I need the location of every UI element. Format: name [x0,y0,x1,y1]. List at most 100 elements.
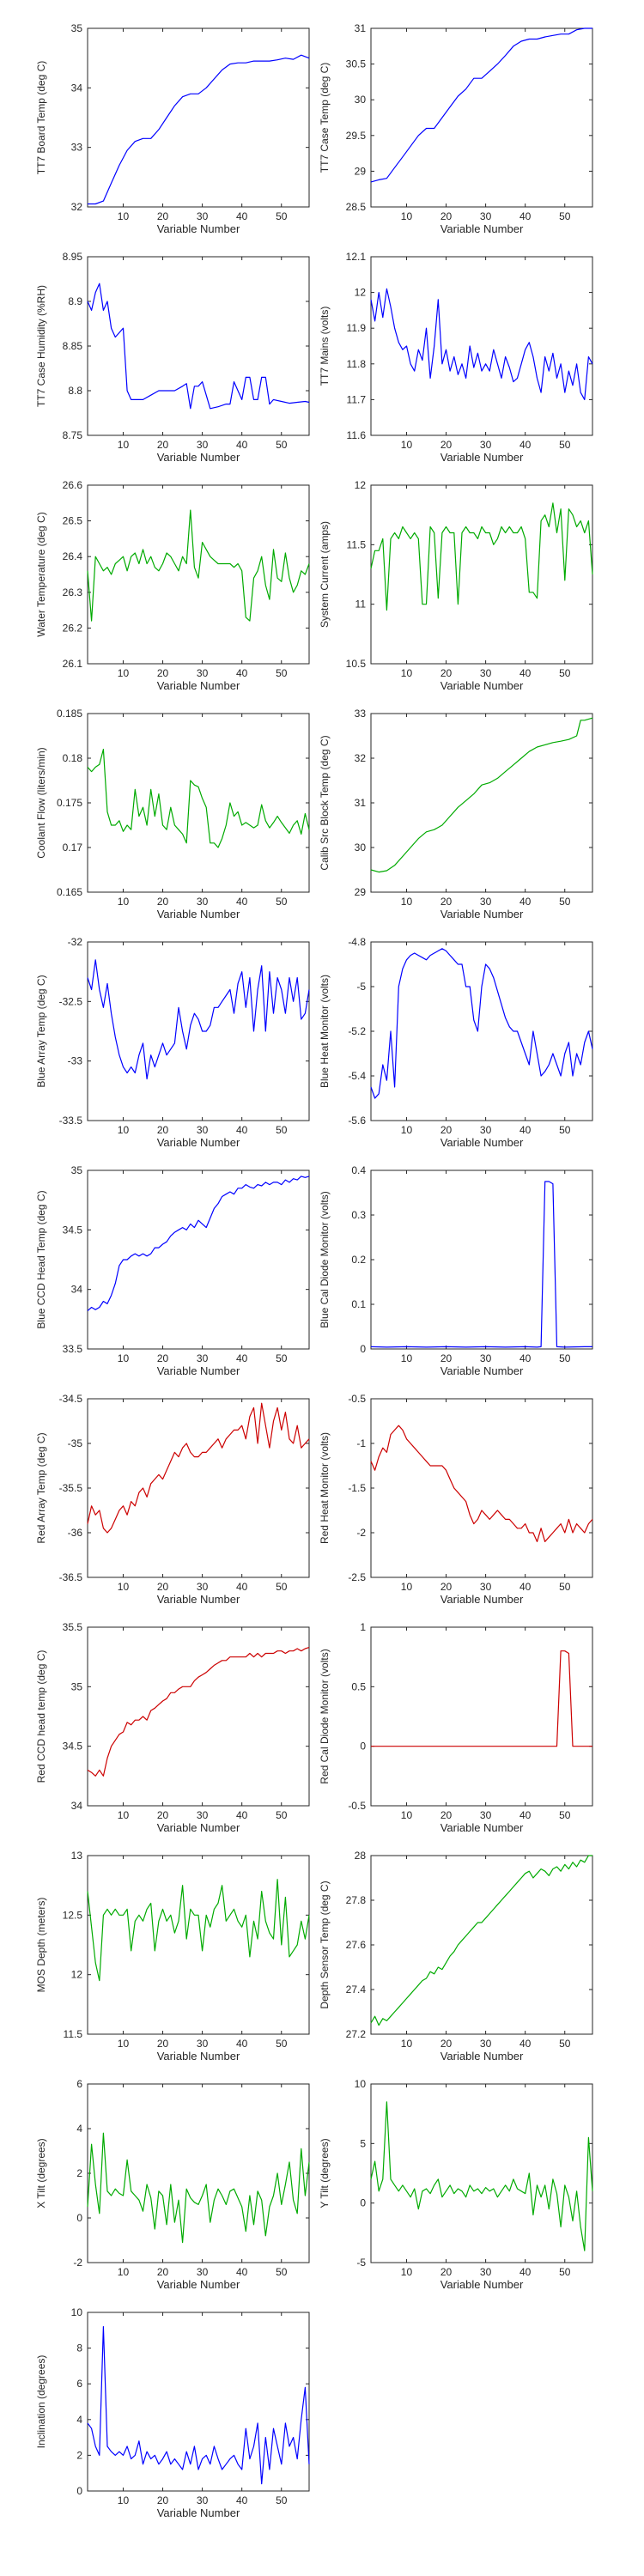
x-tick-label: 20 [440,896,453,908]
x-axis-label: Variable Number [440,679,524,692]
y-tick-label: 12 [71,1969,83,1981]
x-axis-label: Variable Number [157,1593,240,1606]
x-axis-label: Variable Number [157,2506,240,2519]
x-tick-label: 20 [440,1124,453,1136]
x-tick-label: 10 [118,1581,130,1593]
y-axis-label: Red Cal Diode Monitor (volts) [319,1649,331,1783]
chart-panel-9: 10 20 30 40 50 -33.5 -33 -32.5 -32 Variable Numbe… [35,936,310,1149]
x-axis-label: Variable Number [440,1364,524,1377]
x-tick-label: 50 [276,210,288,222]
x-tick-label: 10 [401,2038,413,2050]
x-tick-label: 20 [440,1809,453,1821]
x-tick-label: 30 [480,1352,492,1364]
x-tick-label: 20 [157,210,169,222]
y-axis-label: TT7 Case Humidity (%RH) [35,285,47,407]
y-tick-label: 0 [360,2197,366,2209]
x-tick-label: 20 [157,667,169,679]
y-tick-label: 0.18 [63,752,83,764]
x-tick-label: 40 [236,2038,248,2050]
x-tick-label: 10 [401,2266,413,2278]
x-tick-label: 30 [197,1352,209,1364]
series-line-1 [87,1879,310,1982]
plot-frame [370,1626,593,1807]
x-tick-label: 20 [157,1809,169,1821]
chart-panel-6: 10 20 30 40 50 10.5 11 11.5 12 Variable Number Sys… [319,479,593,692]
y-tick-label: 10 [71,2306,83,2318]
x-tick-label: 50 [559,2038,571,2050]
x-tick-label: 10 [401,210,413,222]
y-tick-label: 0.4 [351,1164,366,1176]
y-tick-label: 26.5 [63,515,83,527]
x-tick-label: 40 [236,1581,248,1593]
y-tick-label: 8.95 [63,251,83,263]
y-tick-label: 0.5 [351,1680,366,1692]
x-tick-label: 50 [276,667,288,679]
series-line-1 [87,2132,310,2244]
y-tick-label: 12.5 [63,1909,83,1921]
series-line-1 [370,27,592,183]
x-tick-label: 30 [480,439,492,451]
chart-panel-7: 10 20 30 40 50 0.165 0.17 0.175 0.18 0.185 Variabl… [35,708,310,920]
y-tick-label: 10 [355,2078,367,2090]
series-line-1 [87,2326,310,2485]
y-tick-label: 12.1 [346,251,367,263]
y-axis-label: TT7 Mains (volts) [319,307,331,386]
y-tick-label: 35 [71,1164,83,1176]
plot-frame [370,1398,593,1578]
plot-frame [370,941,593,1121]
x-tick-label: 10 [401,1352,413,1364]
y-tick-label: 27.2 [346,2028,367,2040]
x-tick-label: 40 [519,1352,532,1364]
chart-panel-8: 10 20 30 40 50 29 30 31 32 33 Variable Number Calib… [319,708,593,920]
y-tick-label: 0 [76,2485,82,2497]
y-tick-label: 27.6 [346,1939,367,1951]
chart-panel-16: 10 20 30 40 50 -0.5 0 0.5 1 Variable Number Red Ca… [319,1621,593,1834]
x-tick-label: 30 [197,2494,209,2506]
y-tick-label: 30 [355,841,367,854]
y-tick-label: 2 [76,2167,82,2179]
x-tick-label: 20 [157,2266,169,2278]
chart-panel-13: 10 20 30 40 50 -36.5 -36 -35.5 -35 -34.5 Variable … [35,1393,310,1606]
y-tick-label: -35.5 [59,1482,83,1494]
x-tick-label: 20 [157,2494,169,2506]
y-tick-label: 27.8 [346,1894,367,1906]
y-axis-label: Y Tilt (degrees) [319,2138,331,2208]
x-tick-label: 50 [559,210,571,222]
y-tick-label: 11.5 [64,2028,83,2040]
x-tick-label: 40 [519,2266,532,2278]
y-tick-label: 8.85 [63,340,83,352]
plot-frame [87,941,310,1121]
plot-frame [87,1398,310,1578]
x-tick-label: 20 [157,896,169,908]
y-tick-label: -5.4 [348,1070,366,1082]
x-tick-label: 40 [519,210,532,222]
chart-panel-19: 10 20 30 40 50 -2 0 2 4 6 Variable Number X Tilt (d… [35,2078,310,2291]
x-tick-label: 20 [157,2038,169,2050]
x-tick-label: 20 [157,1124,169,1136]
y-tick-label: 12 [355,287,367,299]
plot-frame [87,1855,310,2035]
series-line-1 [88,54,310,205]
x-axis-label: Variable Number [157,222,240,235]
chart-panel-18: 10 20 30 40 50 27.2 27.4 27.6 27.8 28 Variable Num… [319,1850,593,2063]
y-tick-label: -2 [73,2257,82,2269]
y-axis-label: MOS Depth (meters) [35,1898,47,1993]
y-tick-label: 29 [355,165,367,177]
y-axis-label: Water Temperature (deg C) [35,512,47,636]
y-tick-label: 0 [76,2212,82,2224]
plot-frame [370,713,593,893]
y-axis-label: Red Array Temp (deg C) [35,1432,47,1543]
y-axis-label: Red Heat Monitor (volts) [319,1432,331,1544]
y-tick-label: 0.165 [57,886,82,898]
series-line-1 [87,748,310,848]
y-tick-label: 33.5 [63,1343,83,1355]
series-line-1 [370,1181,592,1348]
y-tick-label: -2 [356,1527,366,1539]
y-tick-label: 0.17 [63,841,83,854]
series-line-1 [371,1650,592,1747]
y-axis-label: Blue CCD Head Temp (deg C) [35,1190,47,1328]
x-tick-label: 40 [236,439,248,451]
x-tick-label: 50 [276,1352,288,1364]
x-tick-label: 30 [197,439,209,451]
y-tick-label: 8 [76,2342,82,2354]
